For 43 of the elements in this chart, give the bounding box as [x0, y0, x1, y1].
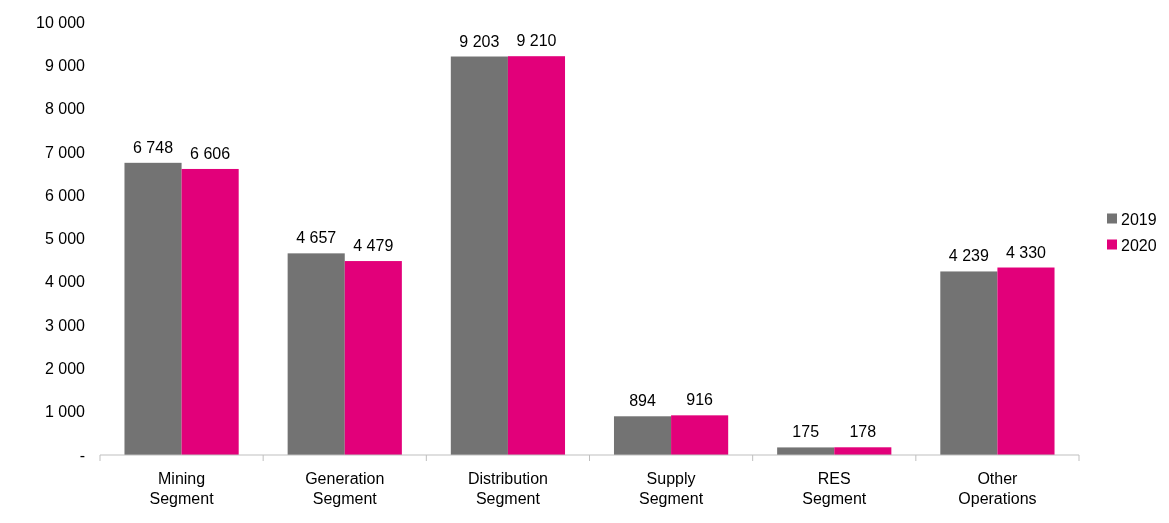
y-tick-label: 6 000: [44, 186, 86, 204]
bar: [287, 253, 345, 455]
bar: [613, 416, 672, 455]
data-label: 4 239: [948, 247, 989, 265]
data-label: 6 606: [190, 144, 231, 162]
x-tick-label: RES Segment: [802, 470, 867, 507]
data-label: 178: [849, 423, 877, 441]
y-tick-label: -: [79, 446, 85, 464]
x-tick-label: Other Operations: [958, 470, 1037, 507]
legend-label: 2020: [1121, 236, 1157, 254]
data-label: 9 203: [459, 32, 500, 50]
y-tick-label: 2 000: [44, 360, 86, 378]
y-tick-label: 4 000: [44, 273, 86, 291]
y-tick-label: 3 000: [44, 316, 86, 334]
y-tick-label: 8 000: [44, 100, 86, 118]
x-tick-label: Distribution Segment: [467, 470, 548, 507]
y-tick-label: 7 000: [44, 143, 86, 161]
bar: [124, 162, 182, 455]
data-label: 4 330: [1005, 243, 1047, 261]
bar: [507, 56, 566, 455]
x-tick-label: Generation Segment: [305, 470, 385, 507]
data-label: 4 479: [353, 237, 394, 255]
x-tick-label: Mining Segment: [149, 470, 215, 507]
y-tick-label: 5 000: [44, 230, 86, 248]
bar: [181, 168, 239, 455]
bar: [997, 267, 1055, 455]
x-tick-label: Supply Segment: [639, 470, 704, 507]
data-label: 175: [792, 423, 820, 441]
data-label: 9 210: [516, 32, 557, 50]
data-label: 6 748: [133, 138, 174, 156]
bar: [344, 261, 402, 455]
bar: [834, 447, 892, 455]
y-tick-label: 1 000: [44, 403, 86, 421]
legend-label: 2019: [1121, 210, 1157, 228]
data-label: 894: [629, 392, 656, 410]
y-tick-label: 10 000: [36, 13, 86, 31]
data-label: 4 657: [296, 229, 337, 247]
y-tick-label: 9 000: [44, 56, 86, 74]
bar: [450, 56, 508, 455]
bar: [940, 271, 998, 455]
bar: [777, 447, 835, 455]
bar: [671, 415, 729, 455]
data-label: 916: [686, 391, 714, 409]
